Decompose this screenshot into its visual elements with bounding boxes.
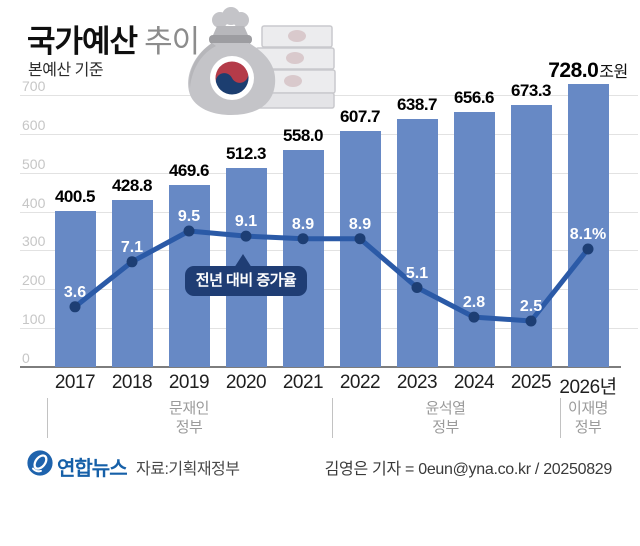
data-source: 자료:기획재정부	[136, 461, 240, 478]
x-label-2024: 2024	[453, 372, 495, 393]
x-label-2017: 2017	[54, 372, 96, 393]
y-tick-label-100: 100	[22, 311, 46, 328]
x-label-2026년: 2026년	[559, 377, 617, 398]
page-title: 국가예산 추이	[27, 16, 200, 61]
growth-value-2021: 8.9	[291, 215, 315, 233]
growth-value-2018: 7.1	[120, 238, 144, 256]
bar-value-2026년: 728.0조원	[533, 58, 640, 83]
bar-value-2024: 656.6	[453, 87, 495, 107]
growth-value-2022: 8.9	[348, 215, 372, 233]
growth-value-2026년: 8.1%	[569, 225, 607, 243]
bar-2024	[453, 111, 495, 367]
period-label-line: 정부	[432, 419, 459, 436]
period-label-line: 정부	[175, 419, 203, 436]
x-label-2025: 2025	[510, 372, 552, 393]
y-tick-label-200: 200	[22, 272, 46, 289]
y-tick-label-500: 500	[22, 155, 46, 172]
y-tick-label-600: 600	[22, 116, 46, 133]
bar-value-2025: 673.3	[510, 81, 552, 101]
reporter-credit: 김영은 기자 = 0eun@yna.co.kr / 20250829	[324, 461, 613, 478]
growth-rate-callout: 전년 대비 증가율	[185, 266, 307, 296]
bar-value-2021: 558.0	[282, 126, 324, 146]
period-label-line: 문재인	[169, 400, 209, 417]
page-title-light: 추이	[144, 24, 200, 59]
gridline-500	[20, 172, 638, 174]
bar-2025	[510, 105, 552, 367]
yonhap-logo-icon	[27, 450, 53, 476]
bar-2021	[282, 150, 324, 367]
x-label-2022: 2022	[339, 372, 381, 393]
bar-2023	[396, 118, 438, 367]
growth-value-2017: 3.6	[63, 283, 87, 301]
growth-value-2019: 9.5	[177, 207, 201, 225]
subtitle: 본예산 기준	[28, 62, 104, 79]
y-tick-label-700: 700	[22, 78, 46, 94]
y-tick-label-300: 300	[22, 233, 46, 250]
y-tick-label-400: 400	[22, 194, 46, 211]
period-label-line: 이재명	[568, 400, 608, 417]
x-label-2020: 2020	[225, 372, 267, 393]
gridline-100	[20, 328, 638, 330]
bar-value-2023: 638.7	[396, 94, 438, 114]
bar-value-2019: 469.6	[168, 160, 210, 180]
bar-2022	[339, 130, 381, 367]
taegeuk-emblem-icon	[210, 56, 254, 100]
gridline-600	[20, 133, 638, 135]
bar-value-2020: 512.3	[225, 143, 267, 163]
page-title-bold: 국가예산	[27, 24, 138, 59]
bar-value-unit: 조원	[599, 64, 628, 82]
x-label-2021: 2021	[282, 372, 324, 393]
growth-value-2023: 5.1	[405, 264, 429, 282]
bar-value-2018: 428.8	[111, 176, 153, 196]
growth-value-2025: 2.5	[519, 297, 543, 315]
money-bag-icon	[188, 7, 336, 115]
y-tick-label-0: 0	[22, 350, 30, 366]
period-tick-0	[46, 398, 48, 438]
bar-value-2022: 607.7	[339, 106, 381, 126]
bar-value-number: 728.0	[548, 59, 599, 83]
period-tick-1	[331, 398, 333, 438]
gridline-400	[20, 211, 638, 213]
period-label-line: 윤석열	[425, 400, 466, 417]
bar-value-2017: 400.5	[54, 187, 96, 207]
agency-name: 연합뉴스	[57, 458, 128, 480]
period-label-line: 정부	[574, 419, 602, 436]
x-label-2018: 2018	[111, 372, 153, 393]
x-label-2019: 2019	[168, 372, 210, 393]
x-label-2023: 2023	[396, 372, 438, 393]
period-tick-2	[559, 398, 561, 438]
growth-value-2020: 9.1	[234, 213, 258, 231]
x-axis-baseline	[20, 366, 621, 368]
bar-2018	[111, 200, 153, 367]
